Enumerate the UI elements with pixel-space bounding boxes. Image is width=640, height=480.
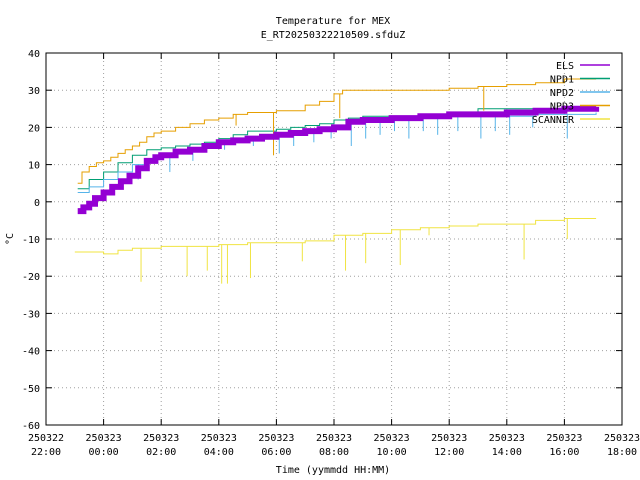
x-tick-date-label: 250323 [86,433,122,444]
y-tick-label: -60 [22,421,40,432]
series-layer [74,78,600,284]
x-tick-time-label: 14:00 [492,447,522,458]
y-axis-label: °C [5,233,16,245]
chart-subtitle: E_RT20250322210509.sfduZ [261,30,406,41]
series-line-npd3 [77,78,597,184]
x-tick-time-label: 10:00 [377,447,407,458]
y-tick-label: -50 [22,384,40,395]
x-tick-date-label: 250323 [316,433,352,444]
x-tick-time-label: 08:00 [319,447,349,458]
x-tick-date-label: 250322 [28,433,64,444]
legend-label: ELS [556,61,574,72]
y-tick-label: 40 [28,49,40,60]
x-tick-time-label: 16:00 [549,447,579,458]
x-tick-time-label: 04:00 [204,447,234,458]
x-tick-date-label: 250323 [374,433,410,444]
x-tick-date-label: 250323 [431,433,467,444]
y-tick-label: -40 [22,347,40,358]
x-tick-time-label: 02:00 [146,447,176,458]
y-tick-label: -10 [22,235,40,246]
x-tick-time-label: 06:00 [261,447,291,458]
x-tick-date-label: 250323 [546,433,582,444]
y-tick-label: 30 [28,86,40,97]
series-line-scanner [74,218,597,255]
series-line-els [77,105,600,215]
legend-label: NPD1 [550,75,574,86]
plot-frame [45,52,623,426]
y-tick-label: 20 [28,123,40,134]
x-tick-time-label: 00:00 [89,447,119,458]
x-tick-time-label: 22:00 [31,447,61,458]
series-scanner [74,218,597,284]
x-tick-date-label: 250323 [258,433,294,444]
legend-label: SCANNER [532,115,575,126]
axes: -60 -50 -40 -30 -20 -10 0 10 20 30 40 250322 22:00 25… [22,49,640,458]
legend-label: NPD3 [550,102,574,113]
series-els [77,105,600,215]
y-tick-label: 0 [34,198,40,209]
chart-title: Temperature for MEX [276,16,390,27]
x-tick-date-label: 250323 [604,433,640,444]
x-tick-date-label: 250323 [143,433,179,444]
legend-label: NPD2 [550,88,574,99]
x-tick-time-label: 18:00 [607,447,637,458]
x-tick-date-label: 250323 [489,433,525,444]
legend: ELS NPD1 NPD2 NPD3 SCANNER [532,61,610,126]
y-tick-label: -20 [22,272,40,283]
x-tick-time-label: 12:00 [434,447,464,458]
x-tick-date-label: 250323 [201,433,237,444]
x-axis-label: Time (yymmdd HH:MM) [276,465,390,476]
y-tick-label: 10 [28,161,40,172]
y-tick-label: -30 [22,309,40,320]
